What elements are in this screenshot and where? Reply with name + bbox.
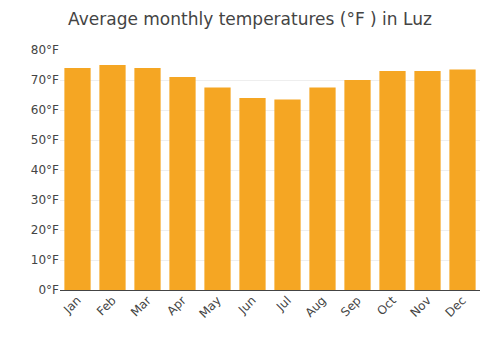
svg-text:Jul: Jul (273, 293, 294, 314)
svg-text:Sep: Sep (338, 293, 364, 319)
svg-text:Nov: Nov (407, 293, 433, 319)
svg-text:Jan: Jan (60, 293, 84, 317)
svg-text:20°F: 20°F (31, 223, 59, 237)
svg-text:May: May (196, 293, 223, 320)
svg-text:30°F: 30°F (31, 193, 59, 207)
svg-text:Mar: Mar (128, 293, 154, 319)
svg-text:Jun: Jun (235, 293, 259, 317)
svg-text:0°F: 0°F (38, 283, 59, 297)
svg-text:10°F: 10°F (31, 253, 59, 267)
svg-text:Oct: Oct (374, 293, 399, 318)
svg-text:Average monthly temperatures (: Average monthly temperatures (°F ) in Lu… (68, 9, 432, 29)
svg-text:Feb: Feb (94, 293, 119, 318)
svg-text:40°F: 40°F (31, 163, 59, 177)
svg-text:Dec: Dec (443, 293, 469, 319)
svg-text:60°F: 60°F (31, 103, 59, 117)
svg-text:70°F: 70°F (31, 73, 59, 87)
svg-text:Apr: Apr (164, 293, 189, 318)
svg-text:80°F: 80°F (31, 43, 59, 57)
svg-text:50°F: 50°F (31, 133, 59, 147)
svg-text:Aug: Aug (302, 293, 328, 319)
